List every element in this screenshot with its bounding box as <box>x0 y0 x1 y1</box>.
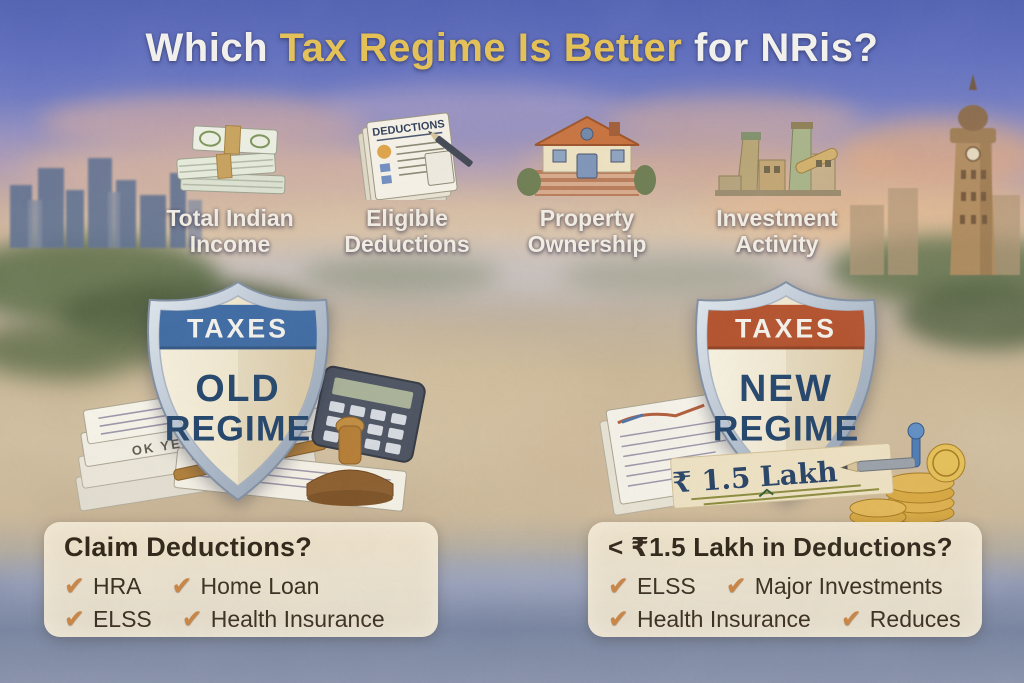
check-icon: ✔ <box>181 604 203 633</box>
page-title: Which Tax Regime Is Better for NRis? <box>0 26 1024 71</box>
factor-label: Total Indian Income <box>166 205 294 257</box>
check-icon: ✔ <box>725 571 747 600</box>
checklist-item: ✔ HRA <box>64 571 142 600</box>
money-stack-icon <box>176 124 286 195</box>
shield-regime-line1: NEW <box>739 367 833 409</box>
factory-icon <box>715 122 841 196</box>
check-icon: ✔ <box>64 604 85 633</box>
title-highlight: Tax Regime Is Better <box>279 26 683 70</box>
factor-property-ownership: Property Ownership <box>491 110 683 258</box>
checklist-item: ✔ Health Insurance <box>608 604 811 633</box>
checklist-item: ✔ ELSS <box>64 604 152 633</box>
checklist-item: ✔ Reduces <box>840 604 961 633</box>
checklist-item: ✔ Home Loan <box>171 571 320 600</box>
old-regime-deductions-box: Claim Deductions? ✔ HRA ✔ Home Loan ✔ ELSS … <box>44 522 438 637</box>
check-icon: ✔ <box>608 571 629 600</box>
new-regime-deductions-box: < ₹1.5 Lakh in Deductions? ✔ ELSS ✔ Major … <box>588 522 982 637</box>
factor-investment-activity: Investment Activity <box>681 110 873 258</box>
old-box-title: Claim Deductions? <box>64 532 312 562</box>
shield-banner-text: TAXES <box>187 314 289 344</box>
deductions-document-icon: DEDUCTIONS <box>357 112 473 200</box>
checklist-item: ✔ ELSS <box>608 571 696 600</box>
checklist-item: ✔ Major Investments <box>725 571 943 600</box>
check-icon: ✔ <box>608 604 629 633</box>
factor-eligible-deductions: DEDUCTIONS <box>311 110 503 258</box>
factor-label: Eligible Deductions <box>344 205 470 257</box>
factor-total-indian-income: Total Indian Income <box>134 110 326 258</box>
title-suffix: for NRis? <box>682 26 879 70</box>
shield-regime-line2: REGIME <box>165 409 312 449</box>
shield-regime-line1: OLD <box>195 367 280 409</box>
check-icon: ✔ <box>64 571 85 600</box>
checklist-item: ✔ Health Insurance <box>181 604 385 633</box>
tree-blob <box>900 280 1024 350</box>
check-icon: ✔ <box>171 571 193 600</box>
check-icon: ✔ <box>840 604 862 633</box>
shield-banner-text: TAXES <box>735 314 837 344</box>
title-prefix: Which <box>145 26 280 70</box>
new-box-title: < ₹1.5 Lakh in Deductions? <box>608 532 953 562</box>
old-box-items: ✔ HRA ✔ Home Loan ✔ ELSS ✔ Health Insurance <box>64 571 422 633</box>
new-regime-shield: TAXES NEW REGIME <box>695 280 877 502</box>
shield-regime-line2: REGIME <box>713 409 860 449</box>
house-icon <box>517 115 656 196</box>
factor-label: Investment Activity <box>716 205 838 257</box>
factor-label: Property Ownership <box>527 205 647 257</box>
old-regime-shield: TAXES OLD REGIME <box>147 280 329 502</box>
new-box-items: ✔ ELSS ✔ Major Investments ✔ Health Insuran… <box>608 571 966 633</box>
